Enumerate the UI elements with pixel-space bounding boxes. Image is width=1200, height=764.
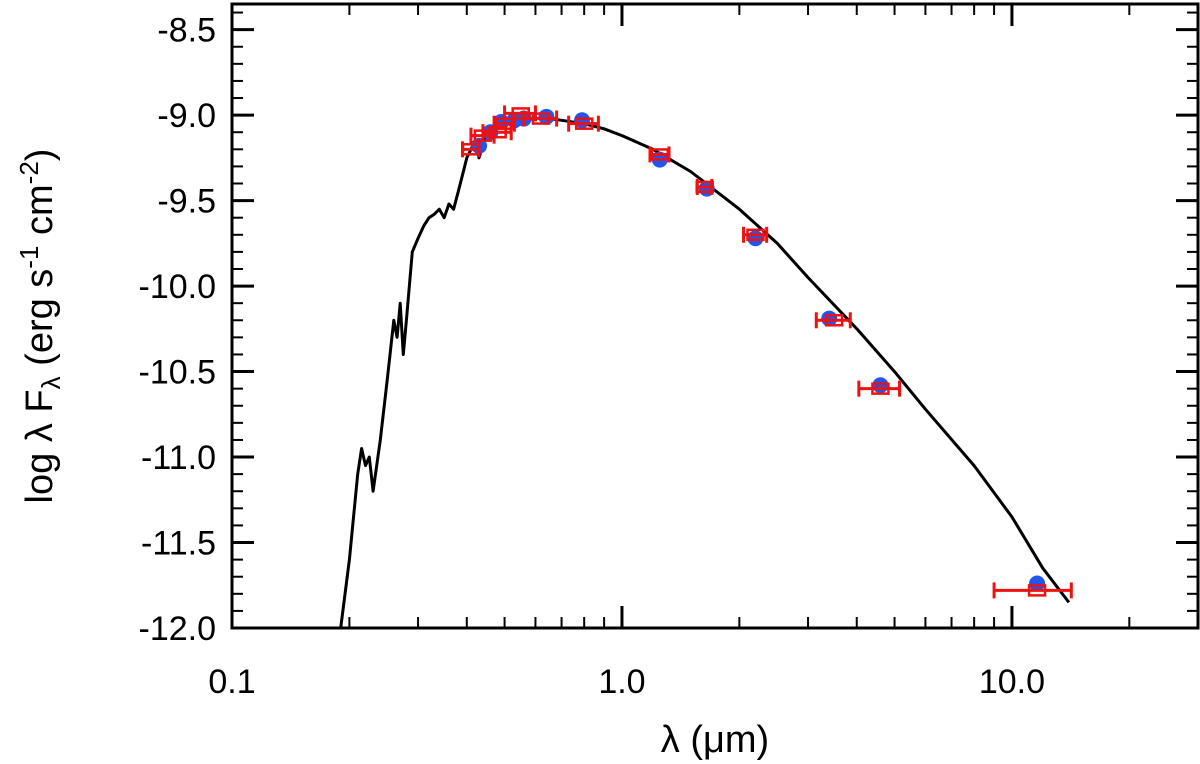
y-title-prefix: log λ F: [19, 389, 61, 503]
y-tick-label: -9.0: [157, 97, 216, 135]
observed-flux-marker: [824, 314, 844, 327]
x-tick-label: 0.1: [208, 663, 255, 701]
model-photometry-point: [872, 377, 889, 394]
y-title-sup1: -1: [14, 246, 44, 269]
plot-frame: [230, 2, 1200, 630]
y-tick-label: -10.5: [139, 354, 217, 392]
observed-flux-marker: [461, 143, 481, 156]
model-sed-line: [339, 117, 1071, 628]
x-axis-title: λ (μm): [661, 719, 769, 761]
y-axis-title: log λ Fλ (erg s-1 cm-2): [14, 149, 66, 504]
y-tick-labels: -8.5 -9.0 -9.5 -10.0 -10.5 -11.0 -11.5 -12.0: [139, 12, 217, 648]
observed-flux-errorbar: [742, 226, 769, 243]
y-title-suffix: ): [19, 149, 61, 162]
y-tick-label: -11.5: [141, 525, 216, 563]
observed-flux-errorbar: [648, 146, 671, 163]
observed-flux-marker: [695, 180, 714, 194]
observed-flux-marker: [574, 117, 594, 130]
x-tick-label: 1.0: [598, 663, 645, 701]
y-tick-label: -11.0: [141, 439, 216, 477]
model-curve-layer: [339, 117, 1071, 628]
observed-flux-errorbar: [522, 110, 559, 127]
x-tick-labels: 0.1 1.0 10.0: [208, 663, 1045, 701]
observed-flux-errorbar: [857, 380, 902, 397]
observed-flux-errorbar: [695, 178, 714, 195]
observed-flux-errorbar: [992, 582, 1073, 599]
model-points-layer: [471, 108, 1046, 592]
observed-flux-errorbar: [567, 115, 600, 132]
y-tick-label: -9.5: [157, 183, 216, 221]
observed-flux-marker: [511, 107, 530, 120]
y-tick-label: -8.5: [157, 12, 216, 50]
observed-flux-marker: [871, 382, 890, 395]
model-photometry-point: [747, 230, 764, 247]
tick-marks: [230, 4, 1198, 630]
model-photometry-point: [1029, 575, 1046, 592]
observed-flux-marker: [650, 148, 670, 161]
observed-flux-marker: [531, 112, 551, 125]
y-tick-label: -10.0: [139, 268, 217, 306]
y-title-mid: (erg s: [19, 269, 61, 377]
observed-flux-errorbar: [460, 141, 481, 158]
y-title-sub: λ: [36, 376, 66, 389]
observed-flux-marker: [1027, 584, 1047, 597]
observed-flux-errorbar: [814, 312, 852, 329]
y-tick-label: -12.0: [139, 610, 217, 648]
y-title-mid2: cm: [19, 184, 61, 245]
observed-flux-marker: [746, 228, 765, 242]
observed-errorbars-layer: [460, 105, 1073, 599]
x-tick-label: 10.0: [979, 663, 1045, 701]
y-title-sup2: -2: [14, 161, 44, 184]
